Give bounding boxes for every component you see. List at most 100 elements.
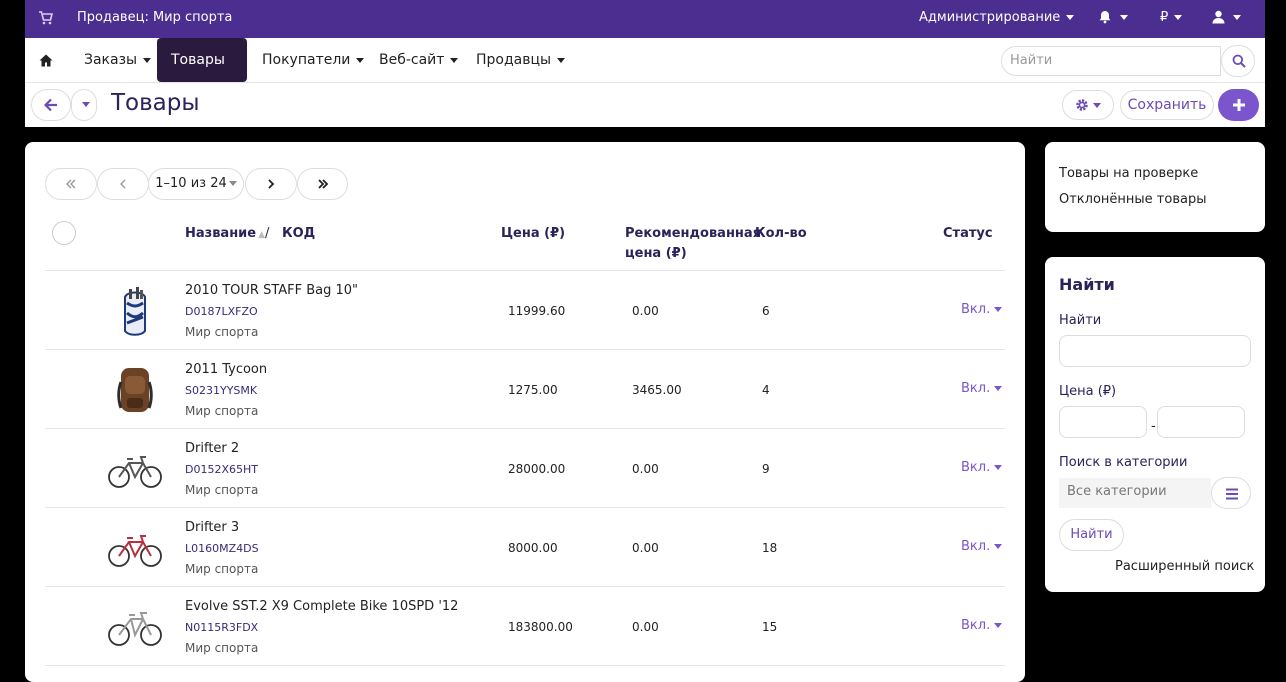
nav-customers[interactable]: Покупатели: [248, 38, 378, 82]
history-dropdown[interactable]: [71, 89, 97, 121]
product-name[interactable]: 2010 TOUR STAFF Bag 10": [185, 283, 359, 298]
product-code: S0231YYSMK: [185, 384, 258, 397]
user-menu[interactable]: [1212, 10, 1241, 24]
product-qty[interactable]: 4: [762, 383, 770, 397]
product-qty[interactable]: 9: [762, 462, 770, 476]
nav-orders[interactable]: Заказы: [70, 38, 165, 82]
table-row[interactable]: 2010 TOUR STAFF Bag 10" D0187LXFZO Мир с…: [45, 271, 1005, 350]
search-input[interactable]: Найти: [1001, 46, 1221, 76]
sort-by-rec-price[interactable]: Рекомендованная цена (₽): [625, 224, 761, 264]
last-page-button[interactable]: [297, 168, 348, 200]
currency-menu[interactable]: ₽: [1160, 10, 1183, 25]
sort-by-price[interactable]: Цена (₽): [501, 226, 566, 241]
product-price[interactable]: 11999.60: [508, 304, 566, 318]
product-rec-price: 0.00: [632, 304, 659, 318]
status-label: Вкл.: [961, 460, 991, 475]
status-dropdown[interactable]: Вкл.: [961, 539, 1003, 554]
table-row[interactable]: Drifter 3 L0160MZ4DS Мир спорта 8000.00 …: [45, 508, 1005, 587]
admin-menu[interactable]: Администрирование: [919, 10, 1075, 25]
nav-vendors[interactable]: Продавцы: [462, 38, 579, 82]
products-panel: 1–10 из 24 Название ▲ / КОД Цена (₽) Реко…: [25, 142, 1025, 682]
product-price[interactable]: 183800.00: [508, 620, 573, 634]
prev-page-button[interactable]: [97, 168, 149, 200]
back-button[interactable]: [31, 89, 71, 121]
divider: [45, 665, 1005, 666]
find-button[interactable]: Найти: [1059, 519, 1124, 551]
status-dropdown[interactable]: Вкл.: [961, 618, 1003, 633]
page-range-dropdown[interactable]: 1–10 из 24: [148, 168, 244, 200]
product-qty[interactable]: 18: [762, 541, 778, 555]
sort-by-code[interactable]: КОД: [282, 226, 316, 241]
status-dropdown[interactable]: Вкл.: [961, 381, 1003, 396]
price-dash: -: [1151, 419, 1156, 434]
next-page-button[interactable]: [245, 168, 297, 200]
currency-label: ₽: [1160, 10, 1169, 25]
header-rec-line2: цена (₽): [625, 246, 687, 261]
save-button[interactable]: Сохранить: [1120, 90, 1214, 120]
product-price[interactable]: 8000.00: [508, 541, 558, 555]
table-row[interactable]: 2011 Tycoon S0231YYSMK Мир спорта 1275.0…: [45, 350, 1005, 429]
product-name[interactable]: Evolve SST.2 X9 Complete Bike 10SPD '12: [185, 599, 459, 614]
search-button[interactable]: [1221, 45, 1255, 77]
product-name[interactable]: 2011 Tycoon: [185, 362, 268, 377]
sidebar-link-declined[interactable]: Отклонённые товары: [1059, 192, 1207, 207]
golf-bag-icon: [105, 283, 165, 339]
header-rec-line1: Рекомендованная: [625, 226, 762, 241]
nav-products[interactable]: Товары: [157, 38, 247, 107]
chevron-down-icon: [1120, 14, 1128, 20]
product-name[interactable]: Drifter 3: [185, 520, 240, 535]
settings-dropdown[interactable]: [1062, 90, 1114, 120]
sidebar-search: Найти Найти Цена (₽) - Поиск в категории…: [1045, 257, 1265, 592]
chevron-down-icon: [994, 544, 1003, 549]
product-code: L0160MZ4DS: [185, 542, 259, 555]
bicycle-icon: [105, 520, 165, 576]
vendor-title[interactable]: Продавец: Мир спорта: [77, 10, 233, 25]
category-picker-button[interactable]: [1211, 477, 1251, 509]
product-price[interactable]: 1275.00: [508, 383, 558, 397]
sort-by-status[interactable]: Статус: [943, 226, 993, 241]
bicycle-icon: [105, 441, 165, 497]
category-label: Поиск в категории: [1059, 455, 1188, 470]
chevron-down-icon: [356, 57, 365, 63]
divider: [45, 270, 1005, 271]
select-all-checkbox[interactable]: [52, 221, 76, 245]
status-label: Вкл.: [961, 539, 991, 554]
product-qty[interactable]: 15: [762, 620, 778, 634]
nav-customers-label: Покупатели: [262, 52, 351, 68]
status-dropdown[interactable]: Вкл.: [961, 460, 1003, 475]
find-field[interactable]: [1059, 335, 1251, 367]
list-icon: [1226, 488, 1238, 500]
chevron-down-icon: [994, 465, 1003, 470]
product-qty[interactable]: 6: [762, 304, 770, 318]
product-rec-price: 0.00: [632, 541, 659, 555]
advanced-search-link[interactable]: Расширенный поиск: [1115, 559, 1255, 574]
price-from-field[interactable]: [1059, 406, 1147, 438]
user-icon: [1212, 10, 1225, 24]
chevron-down-icon: [994, 307, 1003, 312]
price-to-field[interactable]: [1157, 406, 1245, 438]
header-slash: /: [265, 226, 270, 241]
nav-products-label: Товары: [171, 52, 225, 68]
product-vendor: Мир спорта: [185, 325, 259, 339]
product-vendor: Мир спорта: [185, 562, 259, 576]
chevron-left-icon: [120, 179, 126, 189]
search-heading: Найти: [1059, 275, 1115, 294]
sort-by-qty[interactable]: Кол-во: [755, 226, 807, 241]
home-icon[interactable]: [39, 54, 53, 67]
sort-by-name[interactable]: Название ▲: [185, 224, 265, 245]
table-row[interactable]: Evolve SST.2 X9 Complete Bike 10SPD '12 …: [45, 587, 1005, 666]
status-dropdown[interactable]: Вкл.: [961, 302, 1003, 317]
add-product-button[interactable]: [1218, 89, 1259, 121]
category-field[interactable]: Все категории: [1059, 478, 1211, 508]
first-page-button[interactable]: [45, 168, 97, 200]
table-row[interactable]: Drifter 2 D0152X65HT Мир спорта 28000.00…: [45, 429, 1005, 508]
product-name[interactable]: Drifter 2: [185, 441, 240, 456]
sidebar-link-pending[interactable]: Товары на проверке: [1059, 166, 1199, 181]
nav-website[interactable]: Веб-сайт: [365, 38, 472, 82]
notifications-menu[interactable]: [1098, 10, 1128, 24]
status-label: Вкл.: [961, 618, 991, 633]
chevron-down-icon: [994, 386, 1003, 391]
product-price[interactable]: 28000.00: [508, 462, 566, 476]
divider: [45, 349, 1005, 350]
cart-icon[interactable]: [39, 11, 53, 25]
